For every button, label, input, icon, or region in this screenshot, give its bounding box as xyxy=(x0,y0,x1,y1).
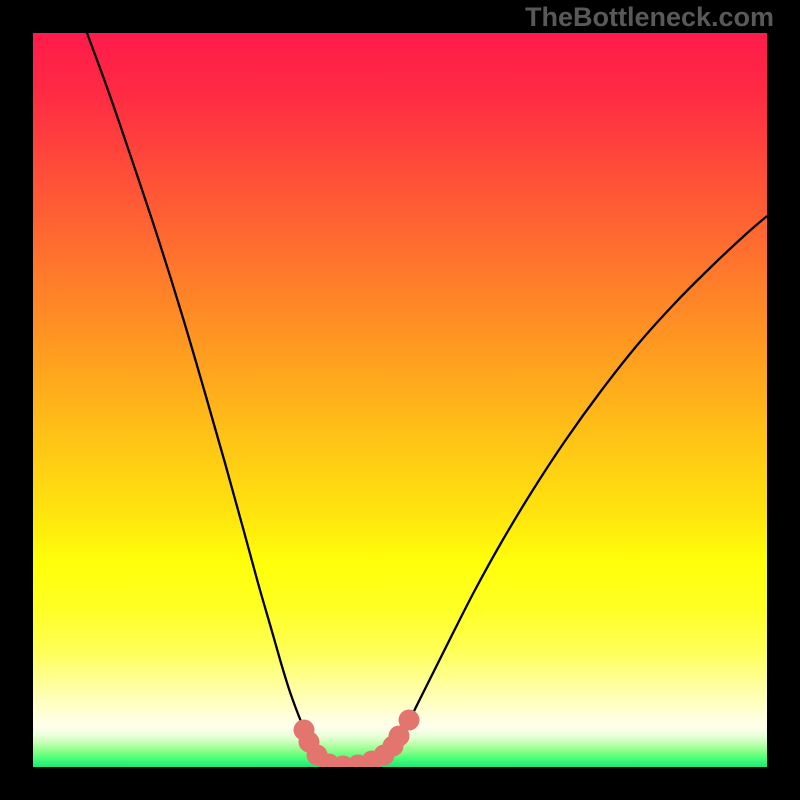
gradient-background xyxy=(33,33,767,767)
marker-dot xyxy=(399,710,420,731)
watermark-text: TheBottleneck.com xyxy=(525,2,774,33)
chart-svg xyxy=(33,33,767,767)
plot-area xyxy=(33,33,767,767)
